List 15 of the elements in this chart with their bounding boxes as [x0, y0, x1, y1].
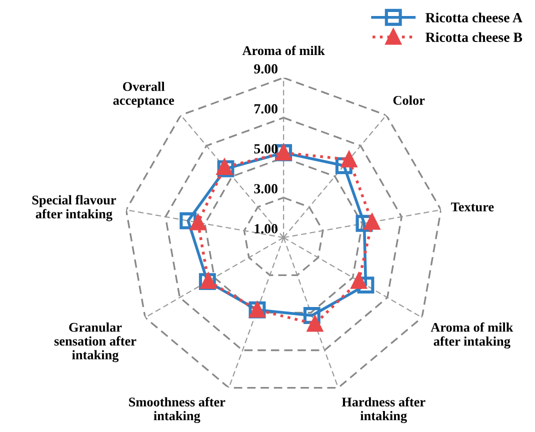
legend-label: Ricotta cheese A — [426, 12, 522, 22]
legend-label: Ricotta cheese B — [426, 32, 522, 42]
spoke-label: Aroma of milk after intaking — [430, 322, 514, 349]
spoke-label: Special flavour after intaking — [32, 195, 116, 222]
spoke-label: Texture — [451, 202, 494, 212]
spoke-label: Aroma of milk — [242, 46, 325, 56]
spoke-label: Smoothness after intaking — [129, 397, 226, 424]
y-tick-label: 3.00 — [254, 184, 278, 194]
y-tick-label: 1.00 — [254, 224, 278, 234]
spoke-label: Hardness after intaking — [342, 397, 426, 424]
y-tick-label: 9.00 — [254, 64, 278, 74]
y-tick-label: 7.00 — [254, 104, 278, 114]
spoke-label: Color — [393, 96, 425, 105]
spoke-label: Granular sensation after intaking — [54, 322, 136, 362]
spoke-label: Overall acceptance — [113, 82, 174, 108]
